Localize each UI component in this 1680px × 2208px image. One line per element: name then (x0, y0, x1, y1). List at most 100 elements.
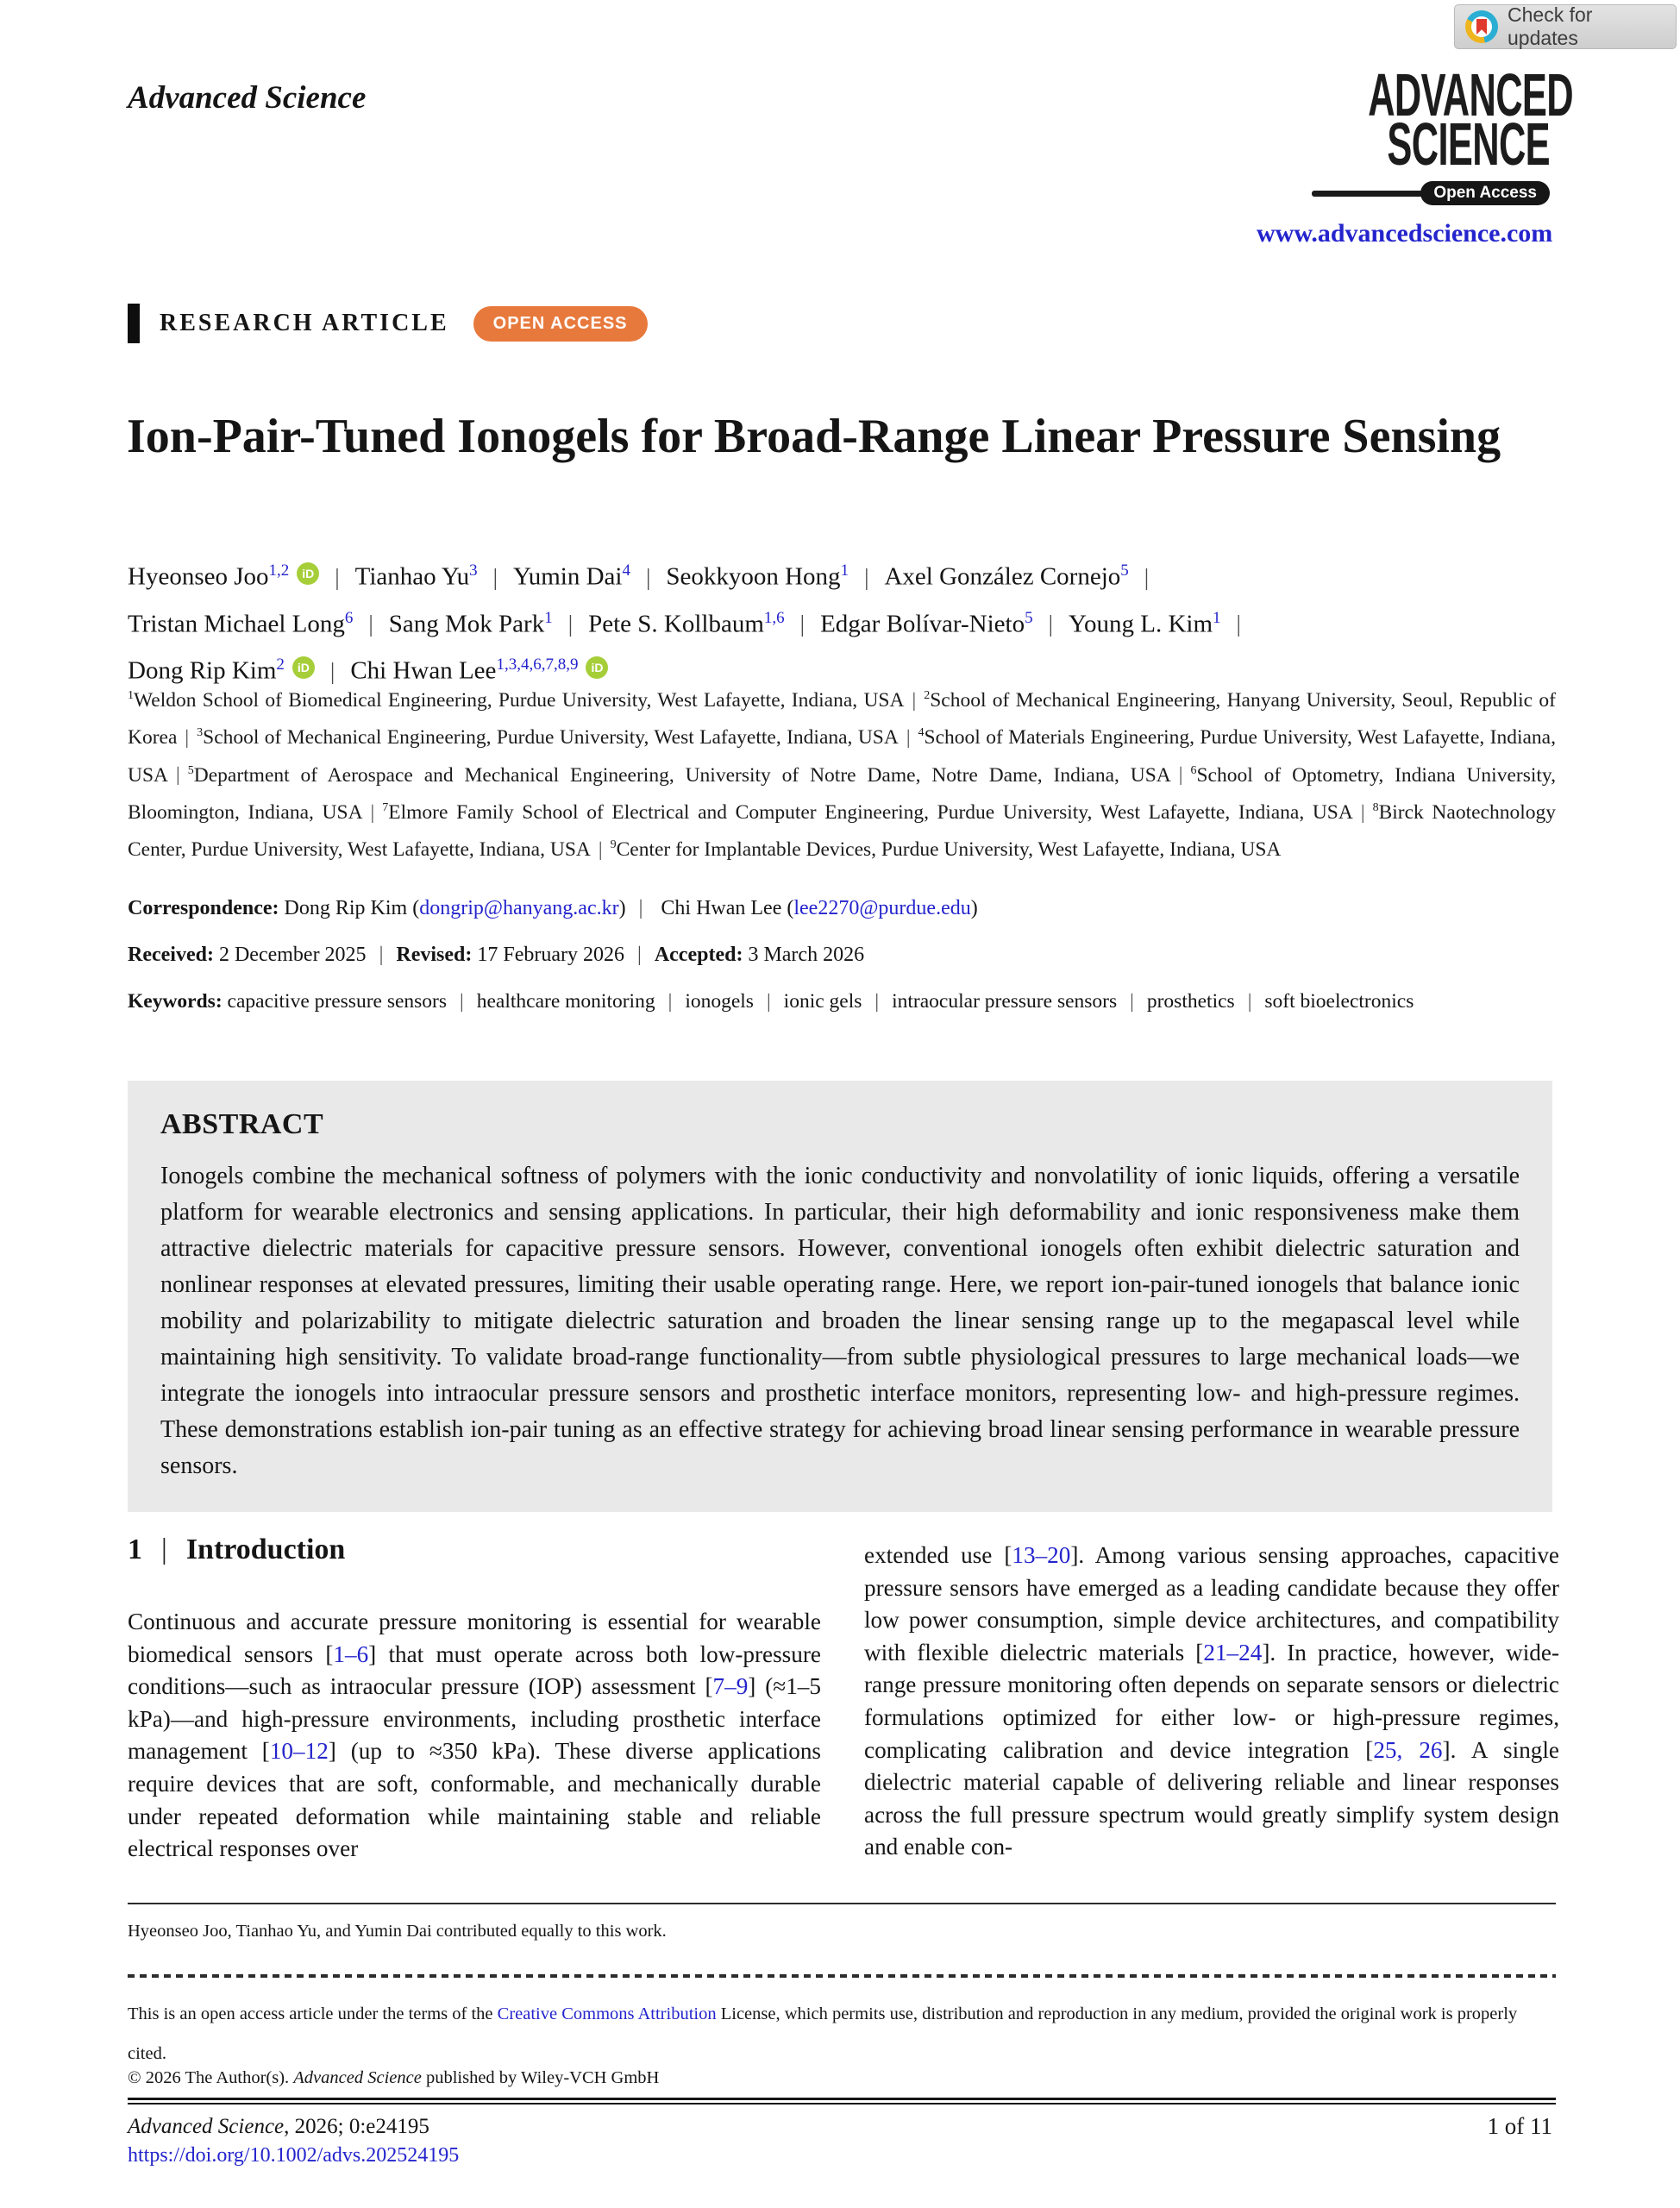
author-name: Axel González Cornejo (884, 562, 1121, 591)
footer-citation-rest: , 2026; 0:e24195 (284, 2115, 429, 2138)
keyword-separator: | (766, 990, 771, 1013)
affiliation-text: Weldon School of Biomedical Engineering,… (134, 688, 905, 712)
author-name: Sang Mok Park (388, 610, 545, 638)
section-title: Introduction (185, 1534, 346, 1565)
author-list: Hyeonseo Joo1,2 iD | Tianhao Yu3 | Yumin Dai4… (128, 550, 1577, 692)
affiliation-text: School of Optometry, Indiana University,… (128, 763, 1556, 824)
author-affiliation-sup: 1,6 (763, 608, 785, 627)
footer-citation: Advanced Science, 2026; 0:e24195 (128, 2115, 429, 2139)
author-affiliation-sup: 6 (344, 608, 354, 627)
logo-line-advanced: ADVANCED (1368, 61, 1573, 129)
orcid-icon[interactable]: iD (291, 656, 315, 679)
author-name: Tristan Michael Long (128, 610, 345, 638)
correspondence-line: Correspondence: Dong Rip Kim (dongrip@ha… (128, 897, 978, 920)
keywords-label: Keywords: (128, 990, 223, 1013)
affiliation-separator: | (185, 726, 190, 750)
license-note: This is an open access article under the… (128, 1994, 1559, 2073)
author-name: Dong Rip Kim (128, 656, 277, 685)
history-separator: | (379, 944, 384, 966)
equal-contribution-note: Hyeonseo Joo, Tianhao Yu, and Yumin Dai … (128, 1922, 667, 1941)
affiliation-sup: 9 (610, 838, 617, 852)
affiliation-separator: | (912, 688, 917, 712)
correspondent-paren: ) (970, 897, 978, 919)
affiliation-separator: | (176, 763, 180, 787)
history-separator: | (637, 944, 642, 966)
affiliation-sup: 3 (197, 726, 204, 740)
affiliation-sup: 6 (1190, 763, 1197, 777)
keywords-line: Keywords: capacitive pressure sensors | he… (128, 990, 1414, 1013)
author-separator: | (645, 563, 651, 590)
keyword-separator: | (1130, 990, 1134, 1013)
logo-underline: Open Access (1312, 180, 1550, 206)
citation-link[interactable]: 10–12 (269, 1738, 329, 1765)
logo-line-science: SCIENCE (1387, 110, 1550, 178)
history-label: Received: (128, 944, 214, 966)
author-separator: | (567, 611, 574, 637)
citation-link[interactable]: 25, 26 (1373, 1736, 1443, 1763)
keyword-item: ionic gels (783, 990, 862, 1013)
author-affiliation-sup: 3 (469, 561, 478, 580)
history-line: Received: 2 December 2025 | Revised: 17 Fe… (128, 944, 864, 967)
author-row: Tristan Michael Long6 | Sang Mok Park1 | Pet… (128, 598, 1577, 645)
article-title: Ion-Pair-Tuned Ionogels for Broad-Range … (127, 410, 1501, 463)
citation-link[interactable]: 21–24 (1203, 1639, 1263, 1665)
author-separator: | (799, 611, 806, 637)
affiliation-separator: | (1178, 763, 1183, 787)
keyword-item: prosthetics (1146, 990, 1235, 1013)
author-affiliation-sup: 5 (1120, 561, 1129, 580)
section-heading-introduction: 1 | Introduction (128, 1534, 821, 1566)
citation-link[interactable]: 13–20 (1012, 1542, 1071, 1568)
author-affiliation-sup: 5 (1025, 608, 1033, 627)
check-for-updates-label: Check for updates (1508, 3, 1593, 49)
license-text-prefix: This is an open access article under the… (128, 2004, 498, 2023)
author-separator: | (864, 563, 869, 590)
correspondent-paren: ) (618, 897, 626, 919)
author-separator: | (335, 563, 340, 590)
author-name: Yumin Dai (512, 562, 623, 591)
keyword-separator: | (460, 990, 464, 1013)
history-label: Revised: (396, 944, 473, 966)
correspondence-separator: | (638, 897, 643, 919)
article-type-label: RESEARCH ARTICLE (160, 310, 449, 336)
author-affiliation-sup: 1 (840, 561, 849, 580)
correspondent-email-link[interactable]: lee2270@purdue.edu (793, 897, 971, 919)
history-value: 2 December 2025 (213, 944, 367, 966)
citation-link[interactable]: 7–9 (712, 1673, 749, 1700)
check-for-updates-button[interactable]: Check for updates (1454, 3, 1677, 49)
keyword-item: healthcare monitoring (476, 990, 655, 1013)
affiliation-text: Elmore Family School of Electrical and C… (388, 800, 1353, 824)
affiliation-text: School of Mechanical Engineering, Purdue… (203, 726, 899, 750)
author-affiliation-sup: 1 (1213, 608, 1221, 627)
correspondent-email-link[interactable]: dongrip@hanyang.ac.kr (419, 897, 619, 919)
abstract-text: Ionogels combine the mechanical softness… (160, 1163, 1520, 1479)
page-number-indicator: 1 of 11 (1487, 2113, 1553, 2139)
keyword-separator: | (874, 990, 880, 1013)
affiliation-text: Birck Naotechnology Center, Purdue Unive… (128, 800, 1556, 862)
keyword-item: ionogels (685, 990, 754, 1013)
journal-name-header: Advanced Science (128, 80, 367, 116)
affiliation-separator: | (370, 800, 375, 824)
article-type-row: RESEARCH ARTICLE OPEN ACCESS (128, 304, 648, 343)
orcid-icon[interactable]: iD (297, 561, 320, 585)
correspondent-name: Dong Rip Kim ( (284, 897, 420, 919)
author-affiliation-sup: 1,2 (268, 561, 290, 580)
journal-logo: ADVANCED SCIENCE Open Access www.advance… (1257, 61, 1574, 248)
copyright-suffix: published by Wiley-VCH GmbH (421, 2068, 660, 2087)
orcid-icon[interactable]: iD (586, 656, 609, 679)
keyword-separator: | (668, 990, 673, 1013)
keyword-item: soft bioelectronics (1264, 990, 1414, 1013)
creative-commons-link[interactable]: Creative Commons Attribution (497, 2004, 717, 2023)
correspondent-name: Chi Hwan Lee ( (655, 897, 794, 919)
open-access-badge: OPEN ACCESS (473, 305, 648, 342)
affiliation-text: Department of Aerospace and Mechanical E… (193, 763, 1171, 787)
author-separator: | (368, 611, 373, 637)
doi-link[interactable]: https://doi.org/10.1002/advs.202524195 (128, 2144, 460, 2167)
journal-website-link[interactable]: www.advancedscience.com (1257, 219, 1553, 248)
intro-paragraph-right: extended use [13–20]. Among various sens… (864, 1542, 1560, 1860)
correspondence-contacts: Dong Rip Kim (dongrip@hanyang.ac.kr) | Ch… (285, 897, 978, 919)
citation-link[interactable]: 1–6 (333, 1640, 369, 1667)
author-separator: | (1048, 611, 1053, 637)
author-name: Chi Hwan Lee (350, 656, 497, 685)
affiliation-sup: 7 (382, 800, 389, 814)
